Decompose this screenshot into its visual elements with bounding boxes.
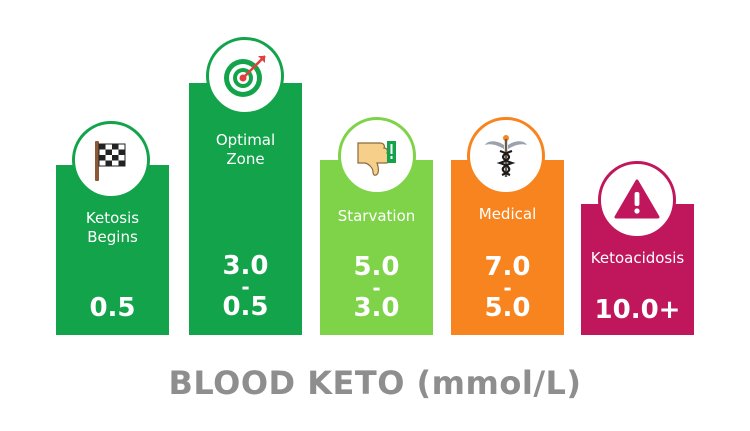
bar-label-line: Starvation bbox=[337, 207, 416, 225]
chart-title: BLOOD KETO (mmol/L) bbox=[168, 364, 582, 402]
bar-value-dash: - bbox=[241, 275, 250, 299]
bar-value-low: 3.0 bbox=[353, 293, 400, 323]
thumbs-down-icon bbox=[338, 117, 416, 195]
bar-label-line: Zone bbox=[226, 150, 265, 168]
checkered-flag-icon bbox=[72, 121, 150, 199]
caduceus-icon bbox=[467, 117, 545, 195]
bar-value: 10.0+ bbox=[594, 295, 681, 325]
bar-label-line: Begins bbox=[87, 228, 138, 246]
bullseye-target-icon bbox=[206, 37, 284, 115]
bar-value-dash: - bbox=[503, 276, 512, 300]
bar-value-high: 7.0 bbox=[484, 252, 531, 282]
bar-label-line: Ketosis bbox=[85, 209, 140, 227]
bar-value-high: 5.0 bbox=[353, 252, 400, 282]
bar-value: 0.5 bbox=[89, 293, 136, 323]
bar-label-line: Optimal bbox=[215, 131, 276, 149]
bar-value-low: 0.5 bbox=[222, 292, 269, 322]
bar-optimal-zone: Optimal Zone 3.0 - 0.5 bbox=[189, 83, 302, 335]
bar-label-line: Ketoacidosis bbox=[590, 249, 685, 267]
bar-value-high: 3.0 bbox=[222, 251, 269, 281]
warning-icon bbox=[598, 161, 676, 239]
bar-value-low: 5.0 bbox=[484, 293, 531, 323]
bar-value-dash: - bbox=[372, 276, 381, 300]
bar-label-line: Medical bbox=[478, 205, 537, 223]
